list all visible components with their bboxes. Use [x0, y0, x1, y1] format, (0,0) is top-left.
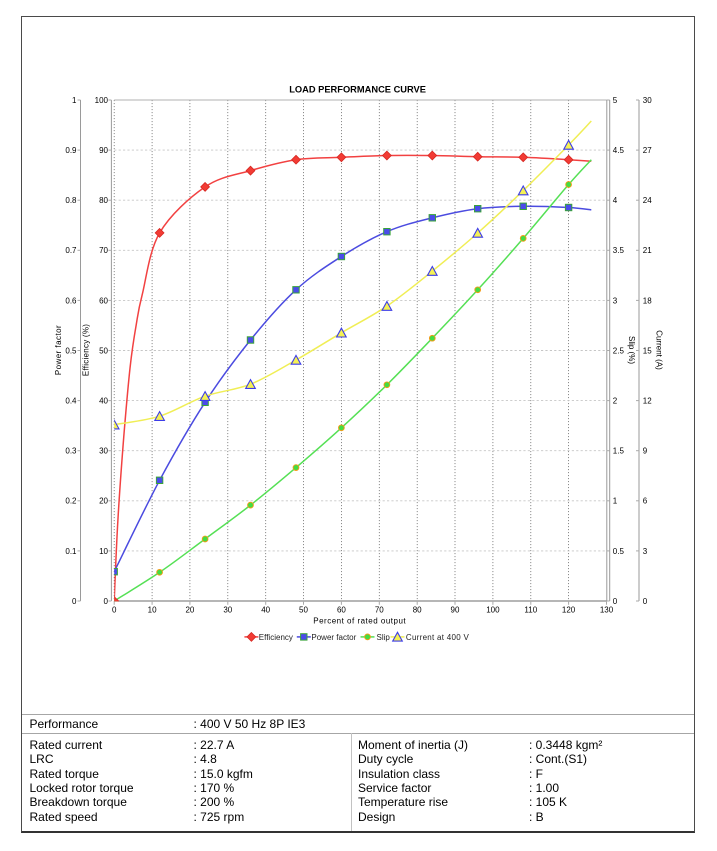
- svg-text:30: 30: [99, 447, 108, 456]
- svg-text:40: 40: [99, 397, 108, 406]
- svg-text:10: 10: [148, 606, 157, 615]
- svg-text:3: 3: [643, 547, 648, 556]
- svg-text:0: 0: [643, 597, 648, 606]
- svg-text:90: 90: [451, 606, 460, 615]
- svg-text:Power factor: Power factor: [54, 325, 63, 375]
- svg-text:15: 15: [643, 346, 652, 355]
- svg-text:3.5: 3.5: [613, 246, 625, 255]
- svg-text:80: 80: [99, 196, 108, 205]
- svg-text:110: 110: [524, 606, 537, 615]
- svg-text:10: 10: [99, 547, 108, 556]
- svg-text:20: 20: [99, 497, 108, 506]
- svg-text:1: 1: [613, 497, 618, 506]
- svg-text:0: 0: [72, 597, 77, 606]
- svg-text:120: 120: [562, 606, 576, 615]
- svg-text:6: 6: [643, 497, 648, 506]
- svg-text:0: 0: [112, 606, 117, 615]
- svg-text:4.5: 4.5: [613, 146, 625, 155]
- svg-text:70: 70: [99, 246, 108, 255]
- svg-text:0.4: 0.4: [65, 397, 77, 406]
- svg-text:0.5: 0.5: [613, 547, 625, 556]
- svg-text:1: 1: [72, 96, 77, 105]
- svg-text:24: 24: [643, 196, 652, 205]
- svg-text:0.8: 0.8: [65, 196, 77, 205]
- svg-text:0.9: 0.9: [65, 146, 77, 155]
- svg-text:100: 100: [486, 606, 500, 615]
- svg-text:Efficiency (%): Efficiency (%): [82, 324, 91, 376]
- svg-text:2.5: 2.5: [613, 346, 625, 355]
- svg-text:9: 9: [643, 447, 648, 456]
- svg-text:130: 130: [600, 606, 614, 615]
- svg-text:Current at 400 V: Current at 400 V: [406, 633, 470, 642]
- svg-text:30: 30: [223, 606, 232, 615]
- svg-text:100: 100: [95, 96, 109, 105]
- svg-text:80: 80: [413, 606, 422, 615]
- svg-text:90: 90: [99, 146, 108, 155]
- svg-text:Slip (%): Slip (%): [627, 336, 636, 364]
- svg-text:21: 21: [643, 246, 652, 255]
- svg-text:50: 50: [99, 346, 108, 355]
- svg-text:Current (A): Current (A): [655, 330, 664, 370]
- svg-text:Percent of rated output: Percent of rated output: [313, 616, 406, 625]
- svg-text:50: 50: [299, 606, 308, 615]
- svg-text:18: 18: [643, 296, 652, 305]
- svg-text:1.5: 1.5: [613, 447, 625, 456]
- svg-text:60: 60: [337, 606, 346, 615]
- svg-text:4: 4: [613, 196, 618, 205]
- svg-text:0.5: 0.5: [65, 346, 77, 355]
- svg-text:70: 70: [375, 606, 384, 615]
- svg-text:0.7: 0.7: [65, 246, 77, 255]
- svg-text:27: 27: [643, 146, 652, 155]
- svg-text:40: 40: [261, 606, 270, 615]
- svg-text:Slip: Slip: [377, 633, 391, 642]
- svg-text:2: 2: [613, 397, 618, 406]
- svg-text:60: 60: [99, 296, 108, 305]
- svg-text:Efficiency: Efficiency: [259, 633, 293, 642]
- svg-text:0: 0: [613, 597, 618, 606]
- svg-text:0.1: 0.1: [65, 547, 77, 556]
- svg-text:0.2: 0.2: [65, 497, 77, 506]
- svg-text:Power factor: Power factor: [311, 633, 356, 642]
- svg-text:0.3: 0.3: [65, 447, 77, 456]
- svg-text:LOAD PERFORMANCE CURVE: LOAD PERFORMANCE CURVE: [289, 85, 426, 95]
- svg-text:5: 5: [613, 96, 618, 105]
- svg-text:0.6: 0.6: [65, 296, 77, 305]
- svg-text:12: 12: [643, 397, 652, 406]
- svg-text:20: 20: [185, 606, 194, 615]
- svg-text:0: 0: [104, 597, 109, 606]
- svg-text:30: 30: [643, 96, 652, 105]
- svg-text:3: 3: [613, 296, 618, 305]
